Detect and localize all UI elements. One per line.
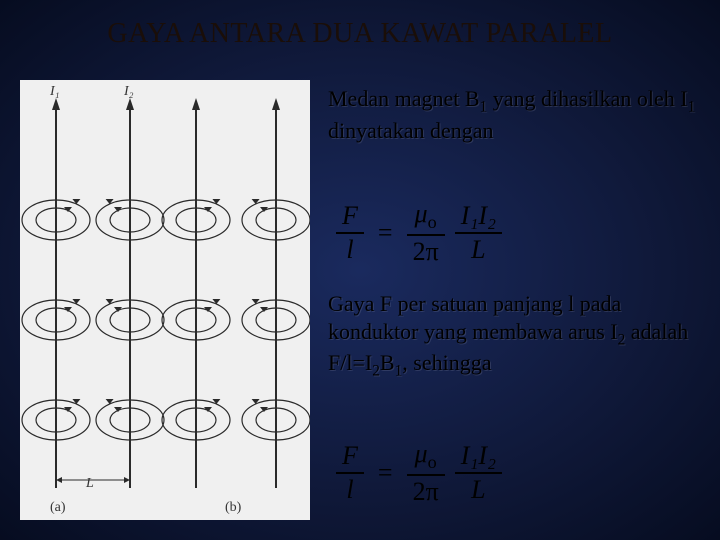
f2-r-num: I₁I₂ <box>455 442 502 475</box>
f1-lhs-den: l <box>336 234 364 265</box>
f1-lhs: F l <box>336 202 364 265</box>
f1-r-den: L <box>455 234 502 265</box>
formula-1: F l = μo 2π I₁I₂ L <box>336 200 502 267</box>
parallel-wires-figure: I₁ I₂ L (a) (b) <box>20 80 310 520</box>
f2-mu-den: 2π <box>407 476 445 507</box>
f1-r: I₁I₂ L <box>455 202 502 265</box>
f2-mu-sub: o <box>428 452 437 472</box>
label-i1: I₁ <box>50 84 60 100</box>
f2-mu-a: μ <box>415 439 428 468</box>
f2-mu-num: μo <box>407 440 445 476</box>
f1-mu-num: μo <box>407 200 445 236</box>
f1-eq1: = <box>368 218 403 247</box>
f1-mu-sub: o <box>428 212 437 232</box>
label-a: (a) <box>50 500 66 516</box>
f1-mu: μo 2π <box>407 200 445 267</box>
label-b: (b) <box>225 500 241 516</box>
f2-r-den: L <box>455 474 502 505</box>
p2-b: B <box>380 350 395 375</box>
f2-eq1: = <box>368 458 403 487</box>
p1-s2: 1 <box>688 98 696 115</box>
f2-mu: μo 2π <box>407 440 445 507</box>
f1-mu-den: 2π <box>407 236 445 267</box>
f2-lhs-den: l <box>336 474 364 505</box>
f2-lhs-num: F <box>336 442 364 475</box>
f1-lhs-num: F <box>336 202 364 235</box>
p1-pre: Medan magnet B <box>328 86 480 111</box>
p1-mid1: yang dihasilkan oleh I <box>487 86 687 111</box>
p2-pre: Gaya F per satuan panjang l pada kondukt… <box>328 291 621 344</box>
paragraph-1: Medan magnet B1 yang dihasilkan oleh I1 … <box>328 85 700 144</box>
label-L: L <box>86 476 94 492</box>
label-i2: I₂ <box>124 84 134 100</box>
p2-s2: 2 <box>372 363 380 380</box>
formula-2: F l = μo 2π I₁I₂ L <box>336 440 502 507</box>
f1-r-num: I₁I₂ <box>455 202 502 235</box>
p2-post: , sehingga <box>402 350 491 375</box>
f2-r: I₁I₂ L <box>455 442 502 505</box>
p1-post: dinyatakan dengan <box>328 118 494 143</box>
f2-lhs: F l <box>336 442 364 505</box>
f1-mu-a: μ <box>415 199 428 228</box>
paragraph-2: Gaya F per satuan panjang l pada kondukt… <box>328 290 700 381</box>
slide-title: GAYA ANTARA DUA KAWAT PARALEL <box>0 18 720 50</box>
